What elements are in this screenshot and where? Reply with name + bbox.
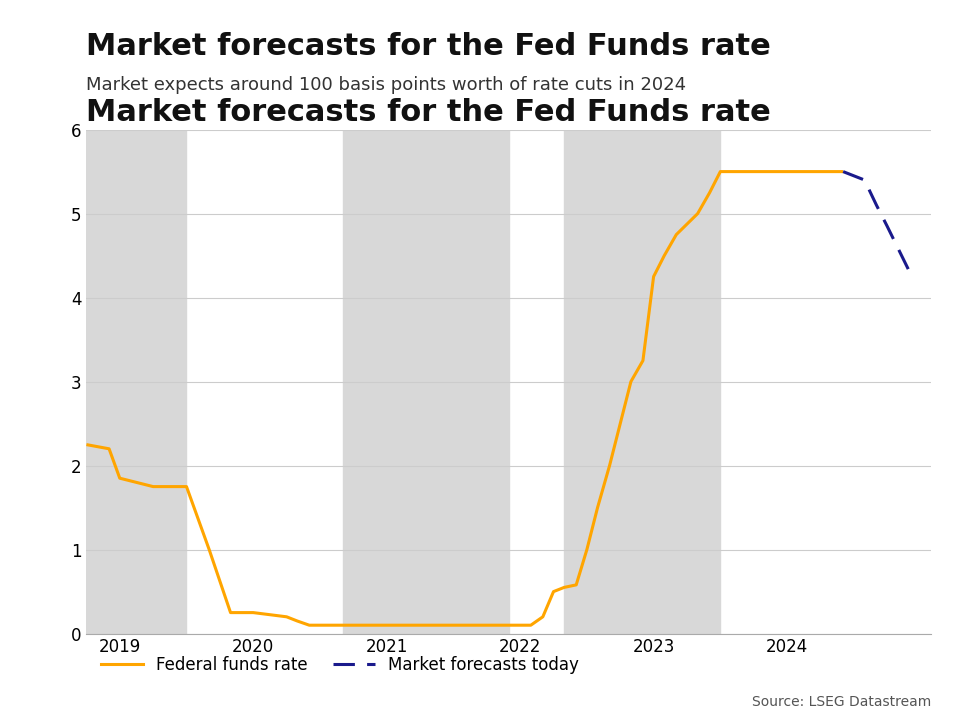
Text: Market expects around 100 basis points worth of rate cuts in 2024: Market expects around 100 basis points w…	[86, 76, 686, 94]
Text: Source: LSEG Datastream: Source: LSEG Datastream	[752, 696, 931, 709]
Text: Market forecasts for the Fed Funds rate: Market forecasts for the Fed Funds rate	[86, 98, 771, 127]
Legend: Federal funds rate, Market forecasts today: Federal funds rate, Market forecasts tod…	[95, 649, 586, 680]
Bar	[564, 130, 720, 634]
Bar	[86, 130, 186, 634]
Bar	[343, 130, 510, 634]
Text: Market forecasts for the Fed Funds rate: Market forecasts for the Fed Funds rate	[86, 32, 771, 61]
